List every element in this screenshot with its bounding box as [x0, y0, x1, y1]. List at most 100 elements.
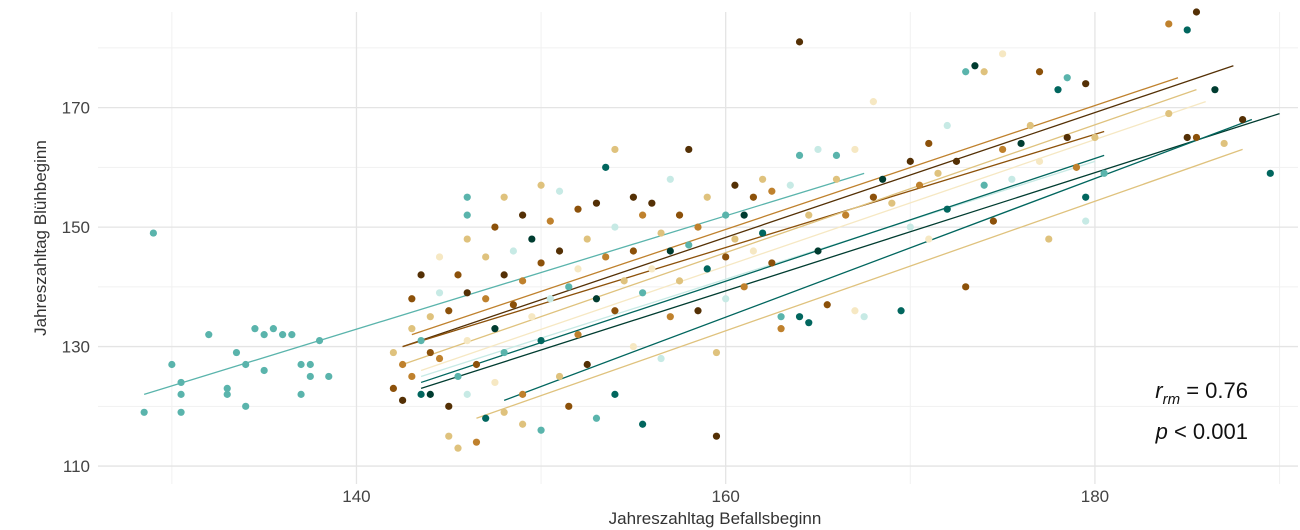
data-point [888, 199, 896, 207]
data-point [925, 235, 933, 243]
data-point [1183, 133, 1191, 142]
data-point [629, 193, 637, 201]
data-point [306, 372, 314, 381]
data-point [279, 331, 287, 339]
data-point [925, 139, 933, 148]
regression-line-light-tan [402, 89, 1197, 366]
data-point [555, 187, 564, 195]
regression-line-pale-teal [420, 160, 1096, 378]
data-point [205, 331, 213, 339]
data-point [574, 265, 582, 273]
data-point [509, 247, 517, 255]
data-point [1239, 115, 1247, 124]
data-point [537, 337, 545, 345]
data-point [528, 313, 536, 321]
data-point [445, 307, 453, 315]
data-point [620, 277, 628, 285]
data-point [454, 444, 462, 452]
data-point [860, 313, 868, 321]
data-point [814, 247, 822, 255]
data-point [795, 313, 804, 321]
data-point [519, 277, 527, 285]
data-point [1054, 86, 1062, 94]
data-point [749, 247, 757, 255]
data-point [223, 390, 231, 398]
data-point [500, 348, 508, 357]
data-point [814, 145, 822, 154]
data-point [602, 163, 610, 171]
data-point [260, 366, 268, 375]
data-point [1220, 139, 1228, 148]
data-point [509, 301, 517, 309]
x-tick-label: 180 [1081, 487, 1109, 506]
data-point [980, 181, 988, 189]
data-point [1026, 121, 1034, 130]
data-point [482, 295, 490, 303]
data-point [463, 390, 471, 398]
data-point [592, 295, 601, 303]
y-tick-label: 150 [62, 218, 90, 237]
data-point [399, 396, 407, 404]
data-point [426, 348, 434, 357]
data-point [999, 50, 1007, 58]
regression-line-light-tan [476, 148, 1243, 419]
grid [98, 12, 1298, 484]
data-point [989, 217, 997, 225]
data-point [971, 62, 979, 70]
data-point [472, 438, 481, 446]
data-point [528, 235, 536, 243]
data-point [602, 253, 610, 261]
x-axis-title: Jahreszahltag Befallsbeginn [609, 509, 822, 528]
data-point [1063, 133, 1071, 142]
data-point [1008, 175, 1016, 183]
regression-line-brown [402, 130, 1105, 348]
data-point [943, 121, 951, 130]
data-point [962, 283, 970, 291]
y-axis-title: Jahreszahltag Blühbeginn [31, 140, 50, 336]
data-point [389, 384, 397, 393]
data-point [740, 211, 748, 219]
data-point [777, 325, 785, 333]
data-point [1063, 74, 1071, 82]
data-point [768, 259, 776, 267]
data-point [611, 145, 619, 154]
data-point [519, 420, 527, 428]
data-point [897, 307, 905, 315]
regression-line-dark-teal [503, 118, 1253, 401]
data-point [1035, 157, 1044, 165]
r-subscript: rm [1163, 391, 1181, 408]
data-point [648, 265, 656, 273]
regression-line-dark-brown [402, 65, 1234, 348]
data-point [1035, 68, 1044, 76]
data-point [759, 229, 767, 237]
x-tick-label: 140 [342, 487, 370, 506]
data-point [223, 384, 231, 393]
data-point [1165, 109, 1173, 118]
data-point [500, 193, 508, 201]
data-point [759, 175, 767, 183]
data-point [1072, 163, 1081, 171]
data-point [1082, 80, 1090, 88]
data-point [786, 181, 794, 189]
data-point [629, 342, 637, 351]
data-point [805, 319, 813, 327]
data-point [426, 313, 434, 321]
x-axis-ticks: 140 160 180 [342, 487, 1109, 506]
data-point [740, 283, 748, 291]
data-point [482, 253, 490, 261]
data-point [731, 181, 739, 189]
data-point [1192, 8, 1201, 16]
data-point [823, 301, 831, 309]
data-point [565, 283, 573, 291]
x-tick-label: 160 [712, 487, 740, 506]
data-point [906, 223, 914, 231]
correlation-annotation: rrm = 0.76 [1155, 378, 1248, 408]
r-value: = 0.76 [1180, 378, 1248, 403]
data-point [768, 187, 776, 195]
data-point [417, 390, 425, 398]
data-point [639, 420, 647, 428]
data-point [851, 307, 859, 315]
data-point [952, 157, 961, 165]
data-point [297, 390, 305, 398]
